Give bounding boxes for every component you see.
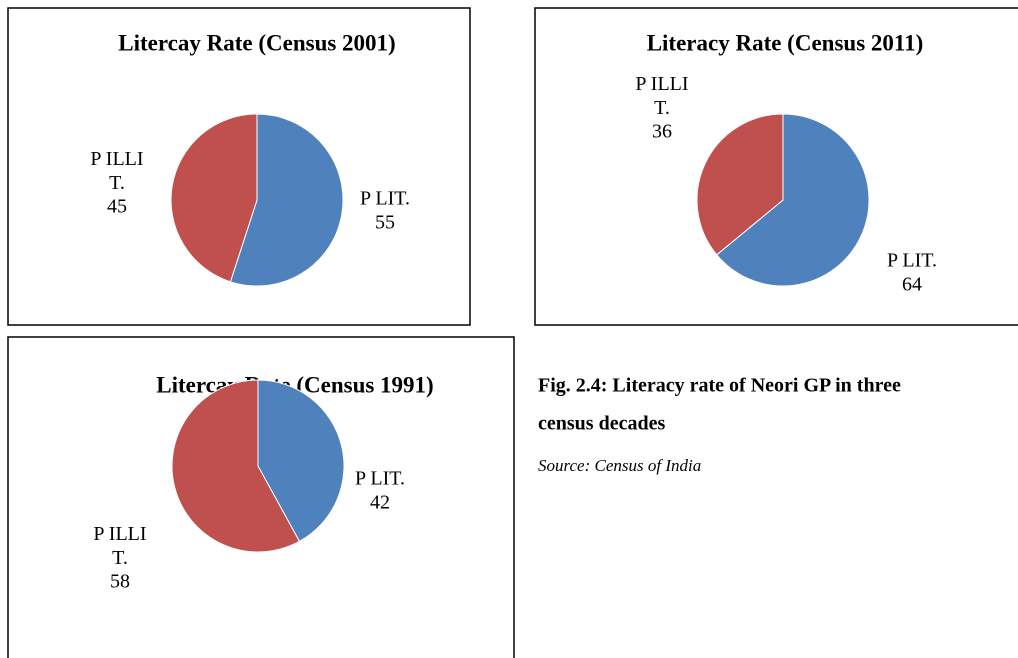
chart-title: Litercay Rate (Census 2001): [118, 30, 395, 55]
slice-value: 58: [110, 571, 130, 593]
slice-label: P ILLI T.: [90, 148, 143, 194]
pie-slice: [229, 113, 344, 287]
caption-title: census decades: [538, 413, 665, 435]
pie-slice: [257, 379, 345, 543]
slice-value: 45: [107, 196, 127, 218]
slice-label: P ILLI T.: [93, 523, 146, 569]
slice-label: P LIT.: [360, 188, 410, 210]
slice-label: P ILLI T.: [635, 73, 688, 119]
caption-title: Fig. 2.4: Literacy rate of Neori GP in t…: [538, 375, 901, 397]
pie-slice: [171, 379, 301, 553]
slice-label: P LIT.: [887, 250, 937, 272]
slice-label: P LIT.: [355, 468, 405, 490]
slice-value: 64: [902, 274, 922, 296]
pie-slice: [696, 113, 784, 256]
pie-slice: [170, 113, 258, 283]
slice-value: 55: [375, 212, 395, 234]
caption-source: Source: Census of India: [538, 456, 701, 475]
chart-title: Literacy Rate (Census 2011): [647, 30, 924, 55]
slice-value: 36: [652, 121, 672, 143]
pie-slice: [716, 113, 870, 287]
slice-value: 42: [370, 492, 390, 514]
